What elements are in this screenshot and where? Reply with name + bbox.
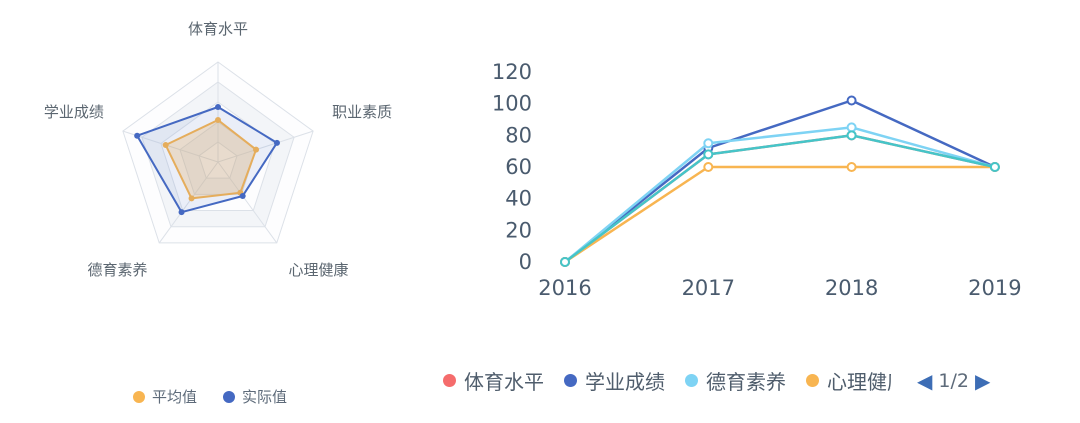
legend-item-academic[interactable]: 学业成绩: [564, 366, 665, 395]
legend-item-mental[interactable]: 心理健康: [806, 366, 891, 395]
legend-next-icon[interactable]: ▶: [974, 368, 991, 393]
legend-label-actual: 实际值: [242, 388, 288, 406]
svg-text:2016: 2016: [538, 276, 591, 300]
svg-text:2017: 2017: [682, 276, 735, 300]
academic-legend-dot-icon: [564, 374, 577, 387]
legend-label-mental: 心理健康: [827, 370, 891, 394]
actual-legend-dot-icon: [223, 390, 236, 403]
svg-text:职业素质: 职业素质: [332, 103, 392, 121]
legend-item-average[interactable]: 平均值: [133, 386, 197, 407]
legend-item-actual[interactable]: 实际值: [223, 386, 287, 407]
radar-legend: 平均值 实际值: [133, 386, 287, 407]
svg-text:0: 0: [519, 250, 532, 274]
legend-prev-icon[interactable]: ◀: [917, 368, 933, 393]
average-legend-dot-icon: [133, 390, 145, 403]
legend-label-moral: 德育素养: [706, 370, 786, 394]
legend-label-average: 平均值: [152, 388, 198, 406]
physical-legend-dot-icon: [443, 374, 456, 387]
svg-text:学业成绩: 学业成绩: [44, 103, 104, 121]
trend-line-chart: 0 20 40 60 80 100 120 2016 2017 2018 2019: [492, 60, 1022, 300]
legend-page-indicator: 1/2: [938, 369, 969, 392]
mental-legend-dot-icon: [806, 374, 819, 387]
svg-text:40: 40: [505, 187, 532, 211]
legend-label-academic: 学业成绩: [585, 370, 665, 394]
svg-text:100: 100: [492, 92, 532, 116]
svg-text:心理健康: 心理健康: [289, 261, 349, 279]
legend-pager: ◀ 1/2 ▶: [917, 370, 990, 392]
moral-legend-dot-icon: [685, 374, 698, 387]
svg-text:80: 80: [505, 123, 532, 147]
svg-text:120: 120: [492, 60, 532, 84]
svg-text:20: 20: [505, 218, 532, 242]
legend-item-physical[interactable]: 体育水平: [443, 366, 544, 395]
svg-text:2018: 2018: [825, 276, 878, 300]
svg-text:德育素养: 德育素养: [87, 261, 147, 279]
svg-text:60: 60: [505, 155, 532, 179]
svg-text:体育水平: 体育水平: [188, 20, 248, 38]
legend-item-moral[interactable]: 德育素养: [685, 366, 786, 395]
trend-legend: 体育水平 学业成绩 德育素养 心理健康 ◀ 1/2 ▶: [443, 366, 990, 395]
svg-text:2019: 2019: [968, 276, 1021, 300]
legend-label-physical: 体育水平: [464, 370, 544, 394]
